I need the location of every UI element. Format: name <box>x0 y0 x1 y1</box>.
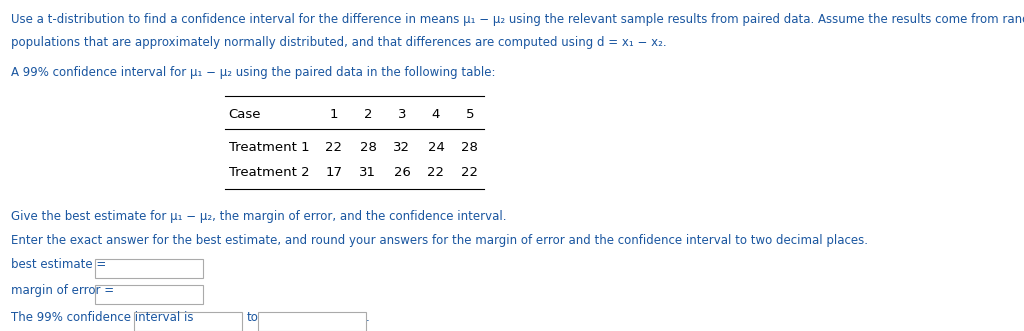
Text: Use a t-distribution to find a confidence interval for the difference in means μ: Use a t-distribution to find a confidenc… <box>11 13 1024 26</box>
Text: populations that are approximately normally distributed, and that differences ar: populations that are approximately norma… <box>11 36 667 49</box>
FancyBboxPatch shape <box>258 311 366 331</box>
Text: 4: 4 <box>432 108 440 121</box>
Text: 24: 24 <box>427 141 444 154</box>
Text: 31: 31 <box>359 166 377 179</box>
FancyBboxPatch shape <box>94 259 203 278</box>
Text: 22: 22 <box>427 166 444 179</box>
Text: best estimate =: best estimate = <box>11 258 106 271</box>
Text: 32: 32 <box>393 141 411 154</box>
Text: Enter the exact answer for the best estimate, and round your answers for the mar: Enter the exact answer for the best esti… <box>11 234 868 247</box>
Text: Case: Case <box>228 108 261 121</box>
Text: 28: 28 <box>359 141 377 154</box>
Text: 28: 28 <box>462 141 478 154</box>
Text: Treatment 2: Treatment 2 <box>228 166 309 179</box>
Text: A 99% confidence interval for μ₁ − μ₂ using the paired data in the following tab: A 99% confidence interval for μ₁ − μ₂ us… <box>11 66 496 79</box>
Text: 1: 1 <box>330 108 338 121</box>
Text: .: . <box>366 311 370 324</box>
Text: Treatment 1: Treatment 1 <box>228 141 309 154</box>
FancyBboxPatch shape <box>94 285 203 305</box>
Text: 22: 22 <box>462 166 478 179</box>
Text: margin of error =: margin of error = <box>11 284 114 297</box>
Text: 2: 2 <box>364 108 372 121</box>
Text: 17: 17 <box>326 166 342 179</box>
Text: 5: 5 <box>466 108 474 121</box>
Text: The 99% confidence interval is: The 99% confidence interval is <box>11 311 194 324</box>
Text: 22: 22 <box>326 141 342 154</box>
FancyBboxPatch shape <box>134 311 242 331</box>
Text: to: to <box>246 311 258 324</box>
Text: 26: 26 <box>393 166 411 179</box>
Text: 3: 3 <box>397 108 407 121</box>
Text: Give the best estimate for μ₁ − μ₂, the margin of error, and the confidence inte: Give the best estimate for μ₁ − μ₂, the … <box>11 210 507 223</box>
